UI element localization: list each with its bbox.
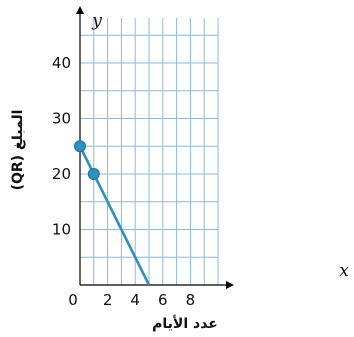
y-tick-label: 10 [52,221,71,239]
y-axis-name: y [91,11,102,31]
x-tick-label: 4 [130,291,140,309]
data-point [87,168,100,180]
grid [80,18,219,285]
x-axis-arrow [226,281,234,289]
x-tick-label: 6 [158,291,168,309]
series-line [78,145,151,286]
series [74,140,151,286]
y-tick-label: 30 [52,110,71,128]
data-point [74,140,86,153]
x-axis-title: عدد الأيام [152,315,218,332]
x-tick-label: 8 [186,291,196,309]
y-axis-title: المبلغ (QR) [10,110,26,191]
axes [76,6,234,289]
x-axis-name: x [339,261,349,281]
y-tick-label: 40 [52,54,71,72]
origin-label: 0 [68,291,78,309]
x-tick-label: 2 [103,291,113,309]
y-axis-arrow [76,6,84,14]
y-tick-label: 20 [52,165,71,183]
tick-labels: 2 4 6 8 10 20 30 40 [52,54,195,309]
